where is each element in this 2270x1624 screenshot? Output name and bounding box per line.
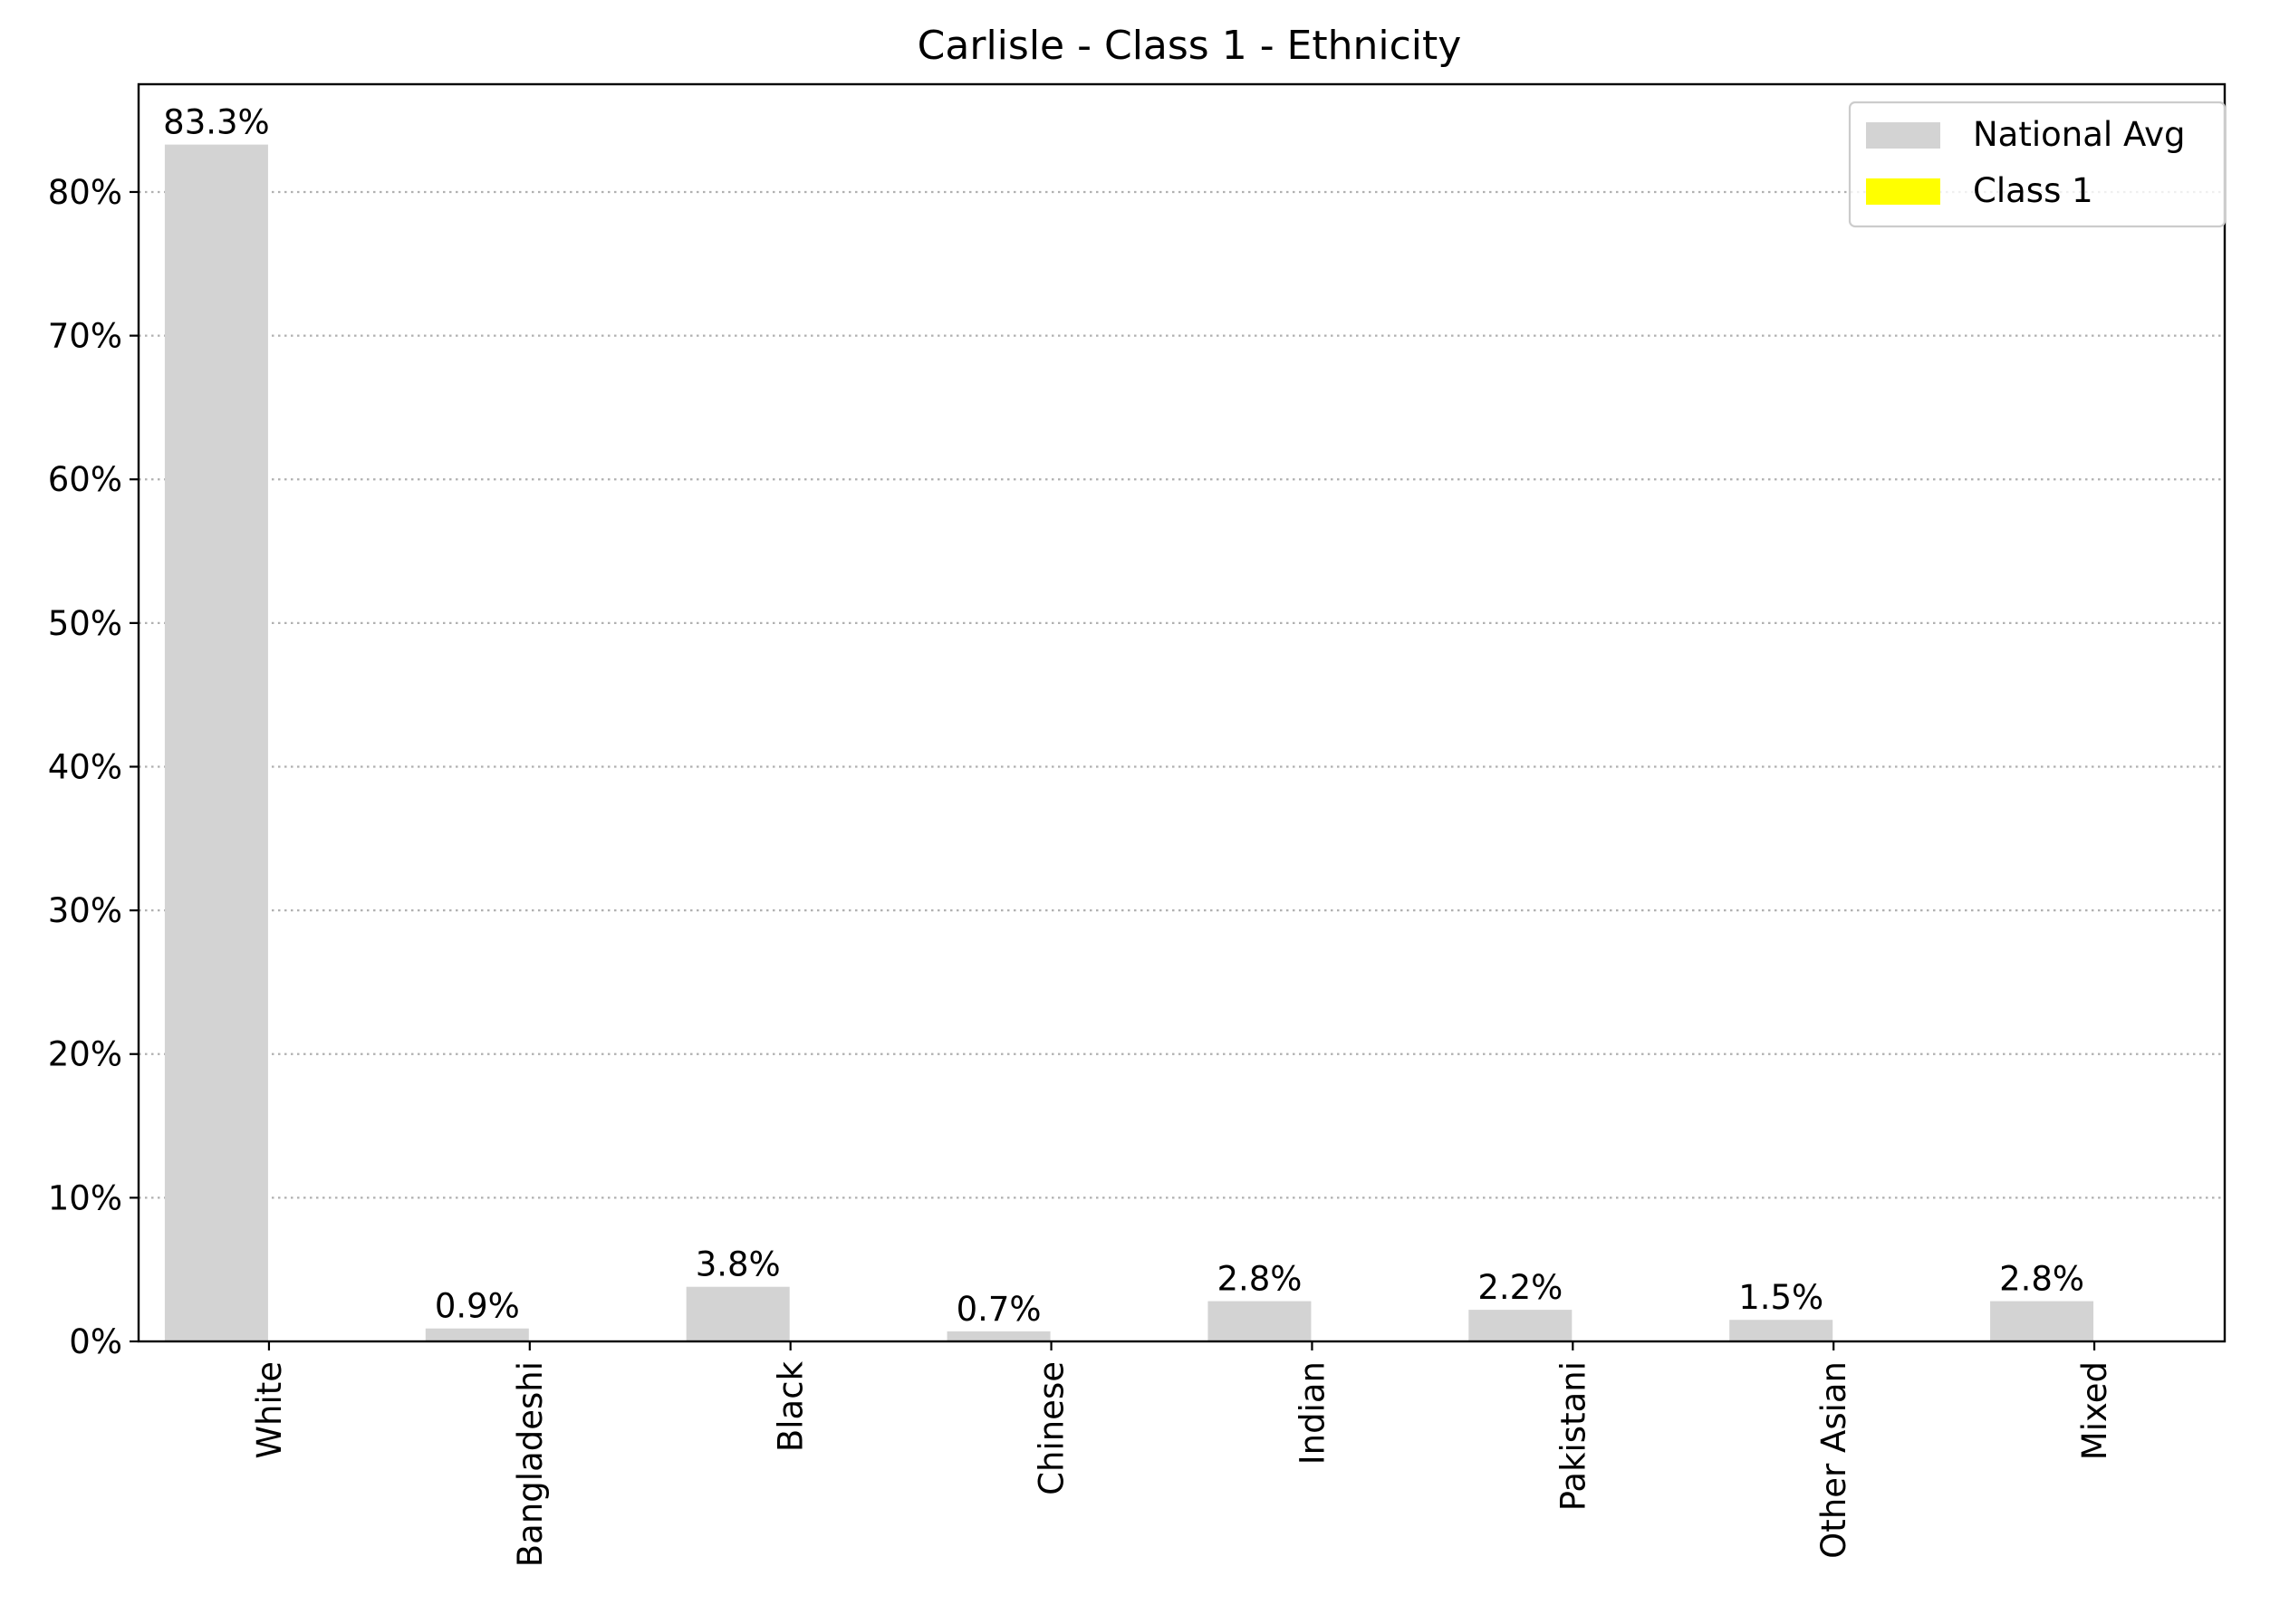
- bar-national-avg: [425, 1328, 529, 1341]
- bar-national-avg: [1207, 1301, 1312, 1341]
- bar-national-avg: [686, 1286, 790, 1341]
- data-label: 2.2%: [1477, 1268, 1563, 1307]
- legend-frame: [1848, 101, 2227, 228]
- data-label: 83.3%: [163, 103, 270, 142]
- chart-title: Carlisle - Class 1 - Ethnicity: [918, 23, 1462, 69]
- y-tick-label: 30%: [48, 891, 122, 930]
- bar-national-avg: [1468, 1310, 1573, 1341]
- x-axis: White Bangladeshi Black Chinese Indian Pakist…: [250, 1341, 2114, 1567]
- bar-national-avg: [947, 1331, 1051, 1341]
- x-tick-label: Mixed: [2075, 1361, 2114, 1460]
- x-tick-label: Pakistani: [1553, 1361, 1592, 1511]
- legend: National Avg Class 1: [1848, 101, 2227, 228]
- legend-swatch-class-1: [1866, 178, 1940, 205]
- data-label: 2.8%: [1999, 1260, 2084, 1299]
- y-tick-label: 0%: [69, 1322, 122, 1361]
- legend-label-class-1: Class 1: [1973, 171, 2093, 210]
- bar-national-avg: [1729, 1320, 1833, 1341]
- y-tick-label: 50%: [48, 604, 122, 643]
- y-tick-label: 40%: [48, 747, 122, 786]
- legend-swatch-national-avg: [1866, 122, 1940, 149]
- bars: [164, 144, 2094, 1341]
- data-labels: 83.3% 0.9% 3.8% 0.7% 2.8% 2.2% 1.5% 2.8%: [163, 103, 2084, 1329]
- data-label: 0.7%: [957, 1290, 1042, 1329]
- x-tick-label: Other Asian: [1814, 1361, 1853, 1559]
- bar-national-avg: [1990, 1301, 2094, 1341]
- data-label: 0.9%: [435, 1287, 520, 1326]
- x-tick-label: Bangladeshi: [511, 1361, 550, 1567]
- bar-national-avg: [164, 144, 268, 1341]
- x-tick-label: White: [250, 1361, 289, 1459]
- x-tick-label: Indian: [1293, 1361, 1332, 1465]
- plot-area-frame: [137, 82, 2227, 1343]
- y-tick-label: 20%: [48, 1035, 122, 1074]
- data-label: 2.8%: [1217, 1260, 1302, 1299]
- y-axis: 0% 10% 20% 30% 40% 50% 60% 70% 80%: [48, 173, 139, 1361]
- data-label: 3.8%: [696, 1245, 781, 1284]
- y-tick-label: 70%: [48, 317, 122, 356]
- data-label: 1.5%: [1738, 1278, 1823, 1317]
- legend-label-national-avg: National Avg: [1973, 115, 2185, 154]
- y-tick-label: 10%: [48, 1178, 122, 1217]
- y-tick-label: 80%: [48, 173, 122, 212]
- y-tick-label: 60%: [48, 460, 122, 499]
- x-tick-label: Black: [772, 1360, 811, 1452]
- x-tick-label: Chinese: [1033, 1361, 1072, 1495]
